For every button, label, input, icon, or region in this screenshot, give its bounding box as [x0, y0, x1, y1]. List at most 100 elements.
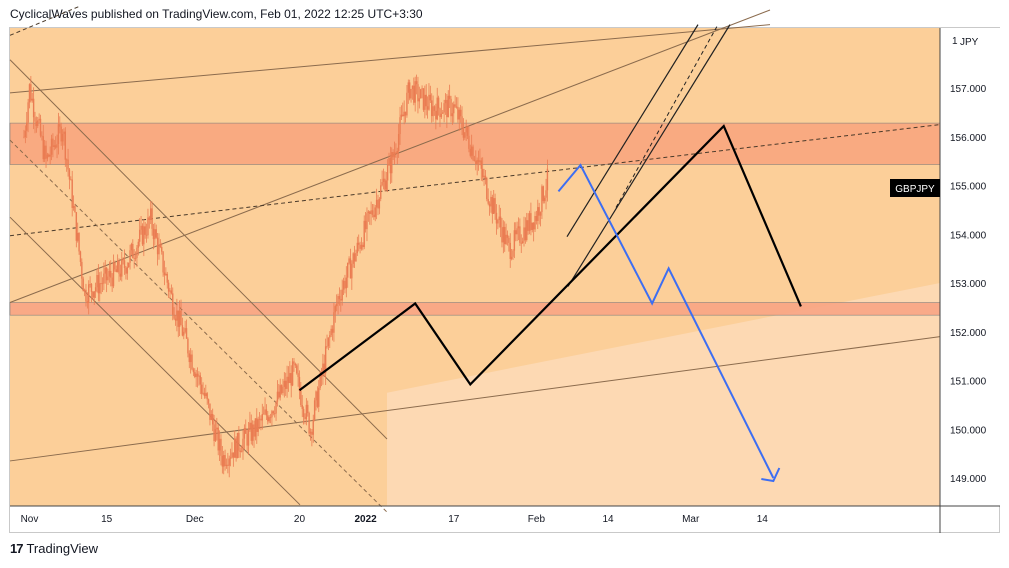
candle-body — [125, 267, 127, 274]
candle-body — [391, 152, 393, 174]
candle-body — [213, 424, 215, 442]
candle-body — [72, 205, 75, 208]
candle-body — [315, 391, 317, 401]
candle-body — [364, 220, 367, 230]
candle-body — [285, 380, 287, 389]
candle-body — [152, 228, 155, 240]
candle-body — [158, 244, 160, 255]
candle-body — [220, 438, 222, 456]
candle-body — [27, 102, 29, 123]
candle-body — [85, 289, 87, 302]
candle-body — [35, 121, 38, 127]
candle-body — [393, 152, 396, 158]
candle-body — [498, 216, 500, 221]
candle-body — [286, 376, 288, 389]
price-tick-label: 157.000 — [950, 84, 987, 95]
candle-body — [136, 247, 138, 258]
candle-body — [187, 338, 189, 354]
candle-body — [481, 168, 484, 178]
candle-body — [370, 210, 372, 214]
candle-body — [283, 380, 286, 387]
candle-body — [322, 363, 324, 377]
candle-body — [378, 198, 381, 209]
candle-body — [239, 450, 241, 452]
candle-body — [369, 211, 371, 214]
candle-body — [422, 88, 425, 110]
candle-body — [382, 178, 385, 183]
candle-body — [227, 464, 229, 466]
candle-body — [516, 228, 518, 235]
candle-body — [258, 418, 261, 420]
candle-body — [272, 411, 275, 414]
candle-body — [249, 422, 251, 430]
candle-body — [420, 89, 422, 99]
candle-body — [359, 244, 361, 249]
candle-body — [480, 160, 483, 169]
candle-body — [520, 242, 522, 244]
projection-black-path — [298, 124, 802, 392]
candle-body — [432, 106, 434, 117]
candle-body — [523, 227, 525, 242]
candle-body — [180, 310, 182, 326]
candle-body — [521, 241, 524, 244]
candle-body — [356, 242, 359, 254]
candle-body — [97, 275, 100, 294]
time-tick-label: Nov — [21, 514, 39, 525]
candle-body — [459, 109, 462, 117]
candle-body — [546, 168, 549, 191]
candle-body — [472, 146, 474, 160]
candle-body — [38, 118, 40, 121]
candle-body — [342, 280, 345, 290]
candle-body — [185, 328, 188, 339]
candle-body — [388, 157, 390, 166]
candle-body — [545, 190, 547, 198]
candle-body — [493, 198, 495, 214]
candle-body — [469, 148, 471, 156]
tradingview-brand[interactable]: 17 TradingView — [10, 541, 98, 556]
candle-body — [477, 159, 480, 163]
candle-body — [345, 277, 348, 289]
candle-body — [539, 212, 542, 216]
candle-body — [30, 84, 32, 101]
candle-body — [313, 400, 316, 420]
candle-body — [242, 438, 244, 452]
candle-body — [196, 373, 199, 377]
candle-body — [39, 118, 42, 136]
candle-body — [256, 418, 258, 432]
candle-body — [280, 385, 283, 394]
price-tick-label: 149.000 — [950, 474, 987, 485]
upper-resistance-zone — [9, 122, 941, 165]
candle-body — [214, 429, 217, 442]
candle-body — [443, 103, 445, 113]
candle-body — [543, 197, 546, 202]
candle-body — [465, 126, 467, 133]
price-tick-label: 152.000 — [950, 328, 987, 339]
candle-body — [271, 411, 273, 418]
candle-body — [526, 220, 528, 241]
candle-body — [37, 120, 39, 127]
candle-body — [415, 81, 418, 85]
candle-body — [473, 159, 476, 161]
candle-body — [426, 106, 429, 110]
candle-body — [436, 97, 438, 120]
candle-body — [506, 234, 509, 238]
candle-body — [203, 392, 206, 397]
candle-body — [287, 376, 290, 384]
candle-body — [59, 124, 61, 127]
candle-body — [424, 94, 426, 110]
candle-body — [151, 208, 153, 229]
candle-body — [162, 251, 164, 273]
candle-body — [156, 237, 159, 255]
candle-body — [176, 310, 178, 321]
candle-body — [68, 169, 71, 180]
candle-body — [319, 372, 321, 388]
candle-body — [236, 432, 239, 459]
candle-body — [531, 222, 533, 231]
candle-body — [231, 452, 233, 458]
candle-body — [210, 414, 213, 420]
candle-body — [475, 160, 477, 164]
time-tick-label: 14 — [602, 514, 614, 525]
price-tick-label: 1 — [952, 36, 958, 47]
candle-body — [505, 234, 507, 245]
